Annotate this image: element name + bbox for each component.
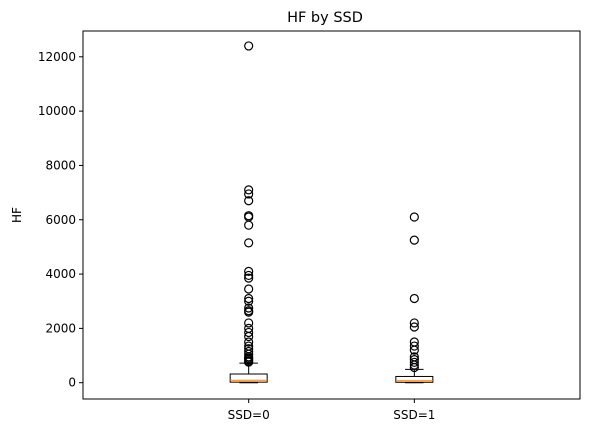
outlier-point (409, 212, 419, 222)
outlier-point (244, 337, 254, 347)
outlier-point (244, 327, 254, 338)
y-tick-label: 8000 (45, 158, 76, 172)
outlier-point (244, 273, 254, 283)
outlier-point (244, 41, 254, 51)
outlier-point (244, 296, 254, 306)
x-tick-label: SSD=1 (393, 408, 435, 422)
outlier-point (409, 322, 419, 332)
box-series (229, 41, 434, 384)
x-tick-label: SSD=0 (228, 408, 270, 422)
outlier-point (409, 318, 419, 328)
outlier-point (244, 307, 254, 317)
outlier-point (244, 331, 254, 342)
outlier-point (244, 284, 254, 294)
outlier-point (244, 318, 254, 328)
box-iqr (229, 373, 268, 383)
y-tick-label: 12000 (38, 50, 76, 64)
outlier-point (409, 362, 419, 373)
x-axis: SSD=0 SSD=1 (228, 399, 435, 422)
y-tick-label: 2000 (45, 321, 76, 335)
outlier-point (244, 220, 254, 230)
outlier-point (409, 360, 419, 370)
outlier-point (244, 266, 254, 276)
outlier-point (244, 196, 254, 206)
outlier-point (244, 238, 254, 248)
outlier-point (244, 357, 254, 367)
y-tick-label: 6000 (45, 213, 76, 227)
outlier-point (244, 185, 254, 195)
outlier-point (409, 235, 419, 245)
outlier-point (244, 270, 254, 281)
y-tick-label: 4000 (45, 267, 76, 281)
outlier-point (409, 293, 419, 304)
chart-title: HF by SSD (287, 10, 363, 26)
outlier-point (409, 357, 419, 367)
outlier-point (244, 303, 254, 313)
box-1 (229, 41, 268, 384)
box-iqr (395, 375, 434, 383)
outlier-point (244, 293, 254, 304)
box-2 (395, 212, 434, 384)
y-axis: 0 2000 4000 6000 8000 10000 12000 (38, 50, 83, 390)
y-tick-label: 0 (68, 376, 76, 390)
outlier-point (244, 189, 254, 199)
y-axis-label: HF (10, 207, 24, 223)
plot-area (82, 30, 581, 400)
outlier-point (409, 341, 419, 351)
y-tick-label: 10000 (38, 104, 76, 118)
outlier-point (409, 345, 419, 355)
